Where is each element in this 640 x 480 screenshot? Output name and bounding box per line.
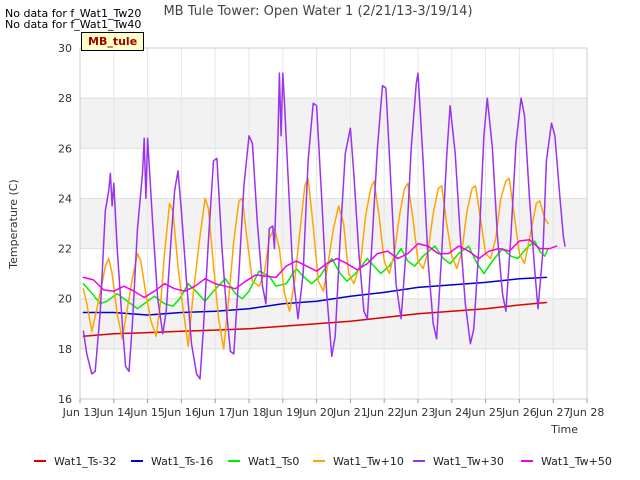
y-tick-label: 22 <box>58 243 72 256</box>
x-tick-label: Jun 21 <box>332 406 368 419</box>
no-data-notice-1: No data for f_Wat1_Tw20 <box>5 7 142 20</box>
no-data-notice-2: No data for f_Wat1_Tw40 <box>5 18 142 31</box>
site-label: MB_tule <box>81 32 145 51</box>
series-line-wat1-tw-30 <box>82 72 566 380</box>
x-tick-label: Jun 13 <box>62 406 98 419</box>
x-tick-label: Jun 28 <box>569 406 605 419</box>
x-tick-label: Jun 16 <box>163 406 199 419</box>
y-tick-label: 20 <box>58 293 72 306</box>
legend-label: Wat1_Tw+30 <box>433 455 504 468</box>
y-tick-label: 28 <box>58 92 72 105</box>
y-tick-label: 24 <box>58 192 72 205</box>
y-tick-label: 16 <box>58 393 72 406</box>
chart-title: MB Tule Tower: Open Water 1 (2/21/13-3/1… <box>163 4 472 19</box>
x-tick-label: Jun 19 <box>264 406 300 419</box>
x-tick-label: Jun 23 <box>400 406 436 419</box>
legend-label: Wat1_Ts-16 <box>151 455 213 468</box>
background-band <box>80 198 587 249</box>
series-lines <box>82 72 566 380</box>
x-tick-label: Jun 20 <box>298 406 334 419</box>
x-tick-label: Jun 15 <box>129 406 165 419</box>
series-line-wat1-tw-50 <box>82 239 558 299</box>
x-tick-label: Jun 18 <box>231 406 267 419</box>
y-axis: 16 18 20 22 24 26 28 30 <box>58 42 72 406</box>
y-axis-label: Temperature (C) <box>7 179 20 269</box>
plot-frame <box>79 47 588 400</box>
legend-label: Wat1_Tw+10 <box>333 455 404 468</box>
series-line-wat1-tw-10 <box>82 177 549 350</box>
x-tick-label: Jun 17 <box>197 406 233 419</box>
x-axis: Jun 13 Jun 14 Jun 15 Jun 16 Jun 17 Jun 18 Jun … <box>62 399 605 419</box>
x-tick-label: Jun 22 <box>366 406 402 419</box>
legend-label: Wat1_Tw+50 <box>541 455 612 468</box>
x-tick-label: Jun 24 <box>433 406 469 419</box>
legend-label: Wat1_Ts-32 <box>54 455 116 468</box>
y-tick-label: 18 <box>58 343 72 356</box>
background-band <box>80 98 587 149</box>
x-tick-label: Jun 14 <box>95 406 131 419</box>
x-tick-label: Jun 25 <box>467 406 503 419</box>
legend-label: Wat1_Ts0 <box>248 455 299 468</box>
x-tick-label: Jun 27 <box>535 406 571 419</box>
y-tick-label: 26 <box>58 142 72 155</box>
x-tick-label: Jun 26 <box>501 406 537 419</box>
legend: Wat1_Ts-32 Wat1_Ts-16 Wat1_Ts0 Wat1_Tw+10 Wa… <box>34 455 612 468</box>
x-axis-label: Time <box>550 423 578 436</box>
y-tick-label: 30 <box>58 42 72 55</box>
